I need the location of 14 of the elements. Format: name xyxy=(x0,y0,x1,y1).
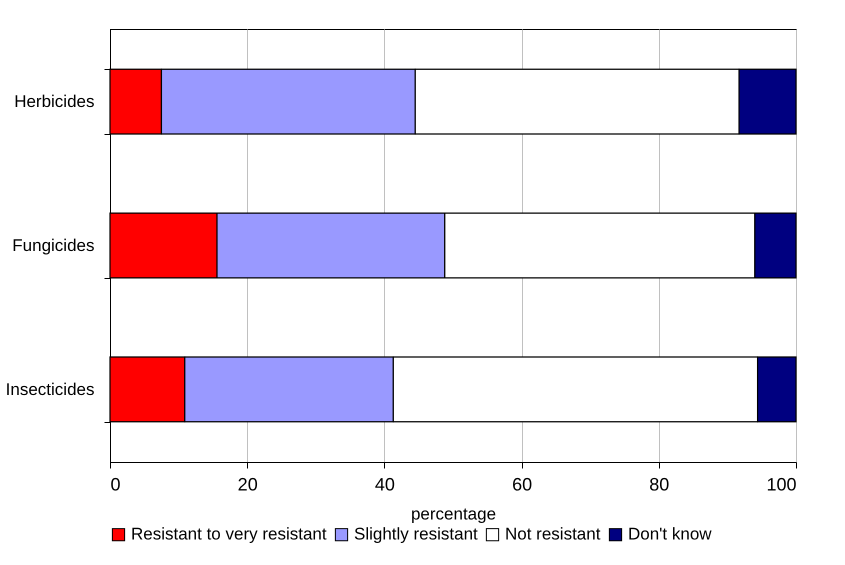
x-axis-title: percentage xyxy=(410,504,496,524)
x-tick-label: 0 xyxy=(110,474,121,494)
x-tick-label: 100 xyxy=(766,474,796,494)
x-tick-label: 80 xyxy=(649,474,670,494)
y-tick-label: Fungicides xyxy=(12,236,94,255)
legend-label: Not resistant xyxy=(505,524,601,544)
legend-label: Resistant to very resistant xyxy=(131,524,327,544)
y-tick-label: Herbicides xyxy=(14,92,94,112)
y-tick-label: Insecticides xyxy=(6,380,94,399)
x-tick-label: 40 xyxy=(374,474,395,494)
x-tick-label: 20 xyxy=(238,474,258,494)
legend-label: Slightly resistant xyxy=(354,524,478,544)
x-tick-label: 60 xyxy=(512,474,532,494)
legend-label: Don't know xyxy=(628,524,712,544)
